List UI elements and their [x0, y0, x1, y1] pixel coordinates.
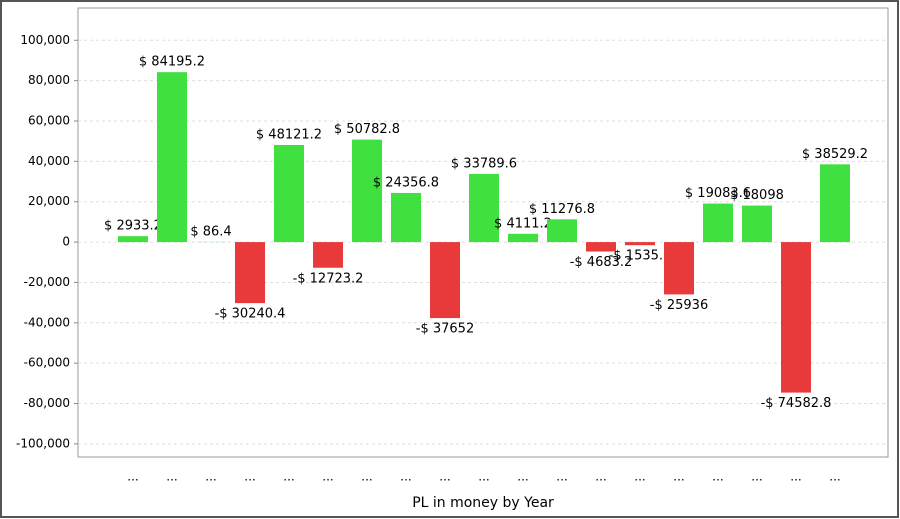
y-tick-label: 0	[62, 235, 70, 249]
bar	[664, 242, 694, 295]
value-label: -$ 12723.2	[293, 271, 364, 286]
x-axis-label: PL in money by Year	[412, 495, 554, 511]
x-tick-label: ...	[673, 470, 684, 484]
value-label: $ 86.4	[190, 224, 231, 239]
x-tick-label: ...	[439, 470, 450, 484]
x-tick-label: ...	[829, 470, 840, 484]
bar	[508, 233, 538, 243]
value-label: $ 11276.8	[529, 202, 595, 217]
value-label: $ 33789.6	[451, 156, 517, 171]
x-tick-label: ...	[556, 470, 567, 484]
bar	[274, 144, 304, 243]
value-label: -$ 37652	[416, 322, 474, 337]
x-tick-label: ...	[322, 470, 333, 484]
y-tick-label: -100,000	[16, 436, 70, 450]
y-tick-label: 60,000	[28, 114, 70, 128]
value-label: $ 50782.8	[334, 122, 400, 137]
x-tick-label: ...	[751, 470, 762, 484]
y-tick-label: -40,000	[24, 315, 70, 329]
value-label: -$ 1535.6	[609, 249, 672, 264]
x-tick-label: ...	[205, 470, 216, 484]
bar	[157, 72, 187, 243]
y-tick-label: 100,000	[20, 33, 70, 47]
bar	[703, 203, 733, 243]
bar	[352, 139, 382, 243]
value-label: -$ 74582.8	[761, 396, 832, 411]
value-label: -$ 30240.4	[215, 307, 286, 322]
bar	[586, 242, 616, 252]
x-tick-label: ...	[400, 470, 411, 484]
x-tick-label: ...	[244, 470, 255, 484]
bar	[235, 242, 265, 304]
bar	[625, 242, 655, 246]
y-tick-label: -20,000	[24, 275, 70, 289]
x-tick-label: ...	[361, 470, 372, 484]
x-tick-label: ...	[478, 470, 489, 484]
value-label: $ 84195.2	[139, 55, 205, 70]
y-tick-label: 20,000	[28, 194, 70, 208]
value-label: $ 2933.2	[104, 219, 162, 234]
value-label: $ 48121.2	[256, 127, 322, 142]
y-tick-label: -60,000	[24, 356, 70, 370]
y-tick-label: -80,000	[24, 396, 70, 410]
x-tick-label: ...	[790, 470, 801, 484]
bar	[391, 192, 421, 243]
value-label: $ 4111.2	[494, 216, 552, 231]
value-label: -$ 4683.2	[570, 255, 633, 270]
x-tick-label: ...	[634, 470, 645, 484]
bar	[781, 242, 811, 393]
x-tick-label: ...	[595, 470, 606, 484]
y-tick-label: 40,000	[28, 154, 70, 168]
x-tick-label: ...	[517, 470, 528, 484]
x-tick-label: ...	[283, 470, 294, 484]
bar	[430, 242, 460, 319]
bar	[742, 205, 772, 243]
bar	[820, 164, 850, 243]
x-tick-label: ...	[166, 470, 177, 484]
bar	[313, 242, 343, 268]
value-label: $ 24356.8	[373, 175, 439, 190]
bar	[469, 173, 499, 243]
x-tick-label: ...	[712, 470, 723, 484]
value-label: $ 18098	[730, 188, 784, 203]
value-label: $ 19083.6	[685, 186, 751, 201]
y-tick-label: 80,000	[28, 73, 70, 87]
x-tick-label: ...	[127, 470, 138, 484]
bar	[547, 219, 577, 243]
bar	[118, 236, 148, 243]
value-label: -$ 25936	[650, 298, 708, 313]
value-label: $ 38529.2	[802, 147, 868, 162]
